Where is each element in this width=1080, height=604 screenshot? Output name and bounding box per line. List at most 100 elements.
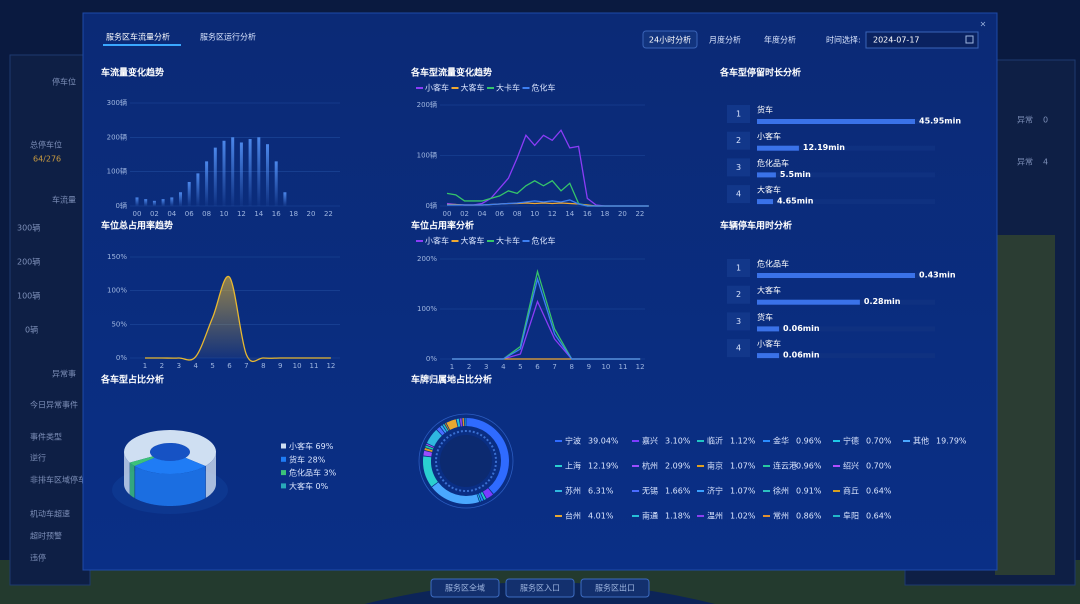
y-tick-label: 300辆 (107, 98, 127, 107)
nav-button[interactable] (430, 578, 500, 598)
nav-button[interactable] (505, 578, 575, 598)
rank-value: 4.65min (777, 197, 814, 206)
pie-side (124, 452, 130, 495)
x-tick-label: 18 (600, 210, 609, 218)
nav-label[interactable]: 服务区入口 (520, 583, 560, 593)
legend-name: 货车 (289, 454, 305, 464)
x-tick-label: 12 (548, 210, 557, 218)
rank-number: 1 (736, 264, 741, 273)
bar (222, 140, 226, 206)
rank-box (727, 339, 750, 358)
x-tick-label: 6 (535, 363, 540, 371)
panel-title: 车流量变化趋势 (101, 67, 164, 79)
bg-axis-label: 100辆 (17, 291, 40, 301)
rank-bar (757, 353, 780, 359)
x-tick-label: 11 (310, 362, 319, 370)
pie-side (205, 452, 216, 498)
x-tick-label: 9 (587, 363, 591, 371)
rank-value: 5.5min (780, 170, 811, 179)
x-tick-label: 8 (261, 362, 265, 370)
panel-title: 车位占用率分析 (411, 220, 474, 232)
nav-label[interactable]: 服务区出口 (595, 583, 635, 593)
rank-value: 45.95min (919, 117, 961, 126)
bar (152, 200, 156, 206)
y-tick-label: 100辆 (107, 167, 127, 176)
rank-box (727, 185, 750, 204)
alert-value: 0 (1043, 116, 1048, 125)
rank-box (727, 131, 750, 150)
event-item: 非排车区域停车 (30, 475, 86, 485)
legend-value: 1.12% (730, 437, 756, 446)
calendar-icon[interactable] (965, 35, 974, 44)
legend-value: 0.70% (866, 437, 892, 446)
events-tab[interactable]: 今日异常事件 (30, 400, 78, 410)
legend-label: 小客车 (425, 83, 449, 93)
y-tick-label: 0辆 (116, 201, 127, 210)
x-tick-label: 16 (272, 210, 281, 218)
y-tick-label: 0% (426, 355, 437, 363)
donut-segment (426, 443, 434, 448)
pie-top (134, 457, 206, 474)
rank-bar (757, 326, 780, 332)
x-tick-label: 00 (133, 210, 142, 218)
legend-value: 1.66% (665, 487, 691, 496)
panel-title: 各车型停留时长分析 (719, 67, 801, 79)
rank-number: 2 (736, 290, 741, 299)
mode-label[interactable]: 24小时分析 (649, 35, 691, 45)
y-tick-label: 200辆 (107, 132, 127, 141)
rank-number: 4 (736, 190, 741, 199)
rank-name: 小客车 (757, 131, 781, 141)
nav-button[interactable] (580, 578, 650, 598)
x-tick-label: 10 (601, 363, 610, 371)
x-tick-label: 8 (569, 363, 573, 371)
close-button[interactable]: × (980, 20, 987, 29)
donut-segment (444, 423, 450, 431)
legend-value: 28% (308, 455, 326, 464)
legend-entry: 货车 28% (289, 454, 326, 464)
x-tick-label: 12 (326, 362, 335, 370)
legend-value: 0.86% (796, 512, 822, 521)
date-input[interactable] (865, 31, 979, 49)
legend-name: 南通 (642, 511, 658, 521)
x-tick-label: 11 (619, 363, 628, 371)
y-tick-label: 50% (111, 320, 127, 328)
date-value[interactable]: 2024-07-17 (873, 36, 920, 45)
bar (196, 173, 200, 206)
rank-name: 危化品车 (757, 259, 789, 269)
x-tick-label: 3 (177, 362, 181, 370)
rank-box (727, 312, 750, 331)
legend-name: 温州 (707, 512, 723, 521)
y-tick-label: 0辆 (426, 201, 437, 210)
x-tick-label: 04 (478, 210, 487, 218)
nav-label[interactable]: 服务区全域 (445, 583, 485, 593)
bg-axis-label: 0辆 (25, 325, 38, 335)
tab-active[interactable]: 服务区车流量分析 (106, 32, 170, 42)
donut-segment (422, 456, 438, 487)
rank-value: 0.28min (864, 297, 901, 306)
legend-label: 小客车 (425, 236, 449, 246)
alert-value: 4 (1043, 158, 1048, 167)
total-label: 总停车位 (30, 140, 62, 150)
x-tick-label: 04 (167, 210, 176, 218)
panel-title: 各车型流量变化趋势 (410, 67, 492, 79)
alert-label: 异常 (1017, 116, 1033, 125)
rank-track (757, 353, 935, 359)
rank-bar (757, 172, 776, 178)
rank-track (757, 172, 935, 178)
legend-name: 危化品车 (289, 467, 321, 477)
pie-side (135, 466, 206, 506)
panel-title: 车位总占用率趋势 (101, 220, 173, 232)
date-label: 时间选择: (826, 35, 861, 45)
mode-button-active[interactable] (642, 30, 698, 49)
donut-segment (424, 448, 433, 453)
panel-title: 各车型占比分析 (100, 374, 164, 386)
mode-label[interactable]: 月度分析 (709, 35, 741, 45)
tab[interactable]: 服务区运行分析 (200, 32, 256, 42)
line (452, 276, 641, 360)
legend-value: 0.70% (866, 462, 892, 471)
bar (179, 192, 182, 206)
mode-label[interactable]: 年度分析 (764, 35, 796, 45)
legend-name: 嘉兴 (642, 436, 658, 446)
legend-name: 其他 (913, 436, 929, 446)
event-item: 超时预警 (30, 531, 62, 541)
